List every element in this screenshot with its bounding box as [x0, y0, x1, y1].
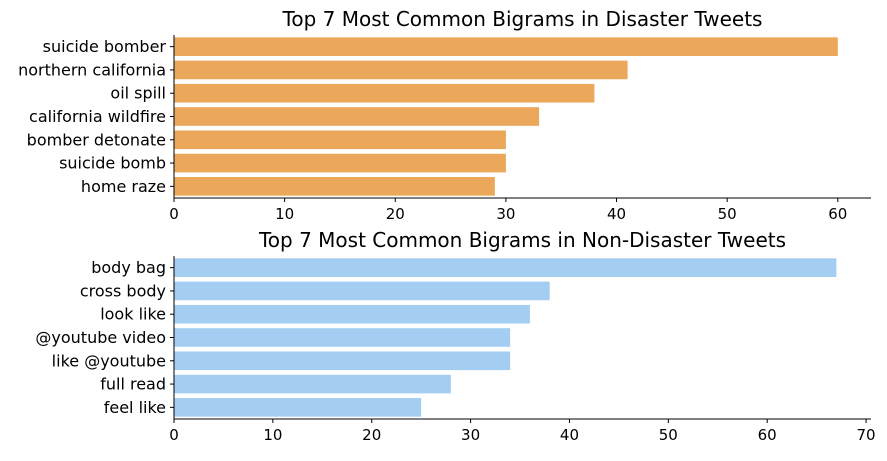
x-tick-label: 0 [169, 426, 179, 444]
x-tick-label: 70 [857, 426, 876, 444]
category-label: california wildfire [29, 107, 166, 126]
x-tick-label: 60 [758, 426, 777, 444]
category-label: @youtube video [35, 328, 166, 347]
bar [174, 153, 506, 173]
bar [174, 83, 595, 103]
x-tick-label: 0 [169, 205, 179, 223]
category-label: like @youtube [52, 351, 166, 370]
category-label: suicide bomb [59, 154, 166, 173]
category-label: oil spill [110, 84, 166, 103]
x-tick-label: 30 [461, 426, 480, 444]
bar [174, 374, 451, 394]
x-tick-label: 20 [362, 426, 381, 444]
category-label: northern california [18, 60, 166, 79]
bar [174, 351, 511, 371]
x-tick-label: 10 [263, 426, 282, 444]
x-tick-label: 40 [607, 205, 626, 223]
x-tick-label: 50 [718, 205, 737, 223]
non-disaster-bigrams-chart: Top 7 Most Common Bigrams in Non-Disaste… [35, 228, 875, 444]
bar [174, 304, 530, 324]
category-label: suicide bomber [43, 37, 167, 56]
bar [174, 258, 837, 277]
bar [174, 328, 511, 347]
bar [174, 177, 495, 196]
x-tick-label: 50 [659, 426, 678, 444]
category-label: full read [100, 375, 166, 394]
category-label: cross body [80, 281, 166, 300]
bar [174, 130, 506, 150]
bar [174, 37, 838, 56]
x-tick-label: 10 [275, 205, 294, 223]
bar [174, 281, 550, 301]
bar [174, 398, 422, 417]
x-tick-label: 40 [560, 426, 579, 444]
category-label: bomber detonate [27, 130, 166, 149]
category-label: look like [100, 305, 166, 324]
category-label: body bag [91, 258, 166, 277]
disaster-bigrams-chart: Top 7 Most Common Bigrams in Disaster Tw… [18, 7, 871, 223]
chart-title: Top 7 Most Common Bigrams in Disaster Tw… [282, 7, 763, 31]
category-label: feel like [104, 398, 166, 417]
category-label: home raze [81, 177, 166, 196]
x-tick-label: 60 [828, 205, 847, 223]
x-tick-label: 20 [386, 205, 405, 223]
x-tick-label: 30 [496, 205, 515, 223]
bar [174, 107, 540, 126]
bar [174, 60, 628, 80]
chart-title: Top 7 Most Common Bigrams in Non-Disaste… [258, 228, 786, 252]
